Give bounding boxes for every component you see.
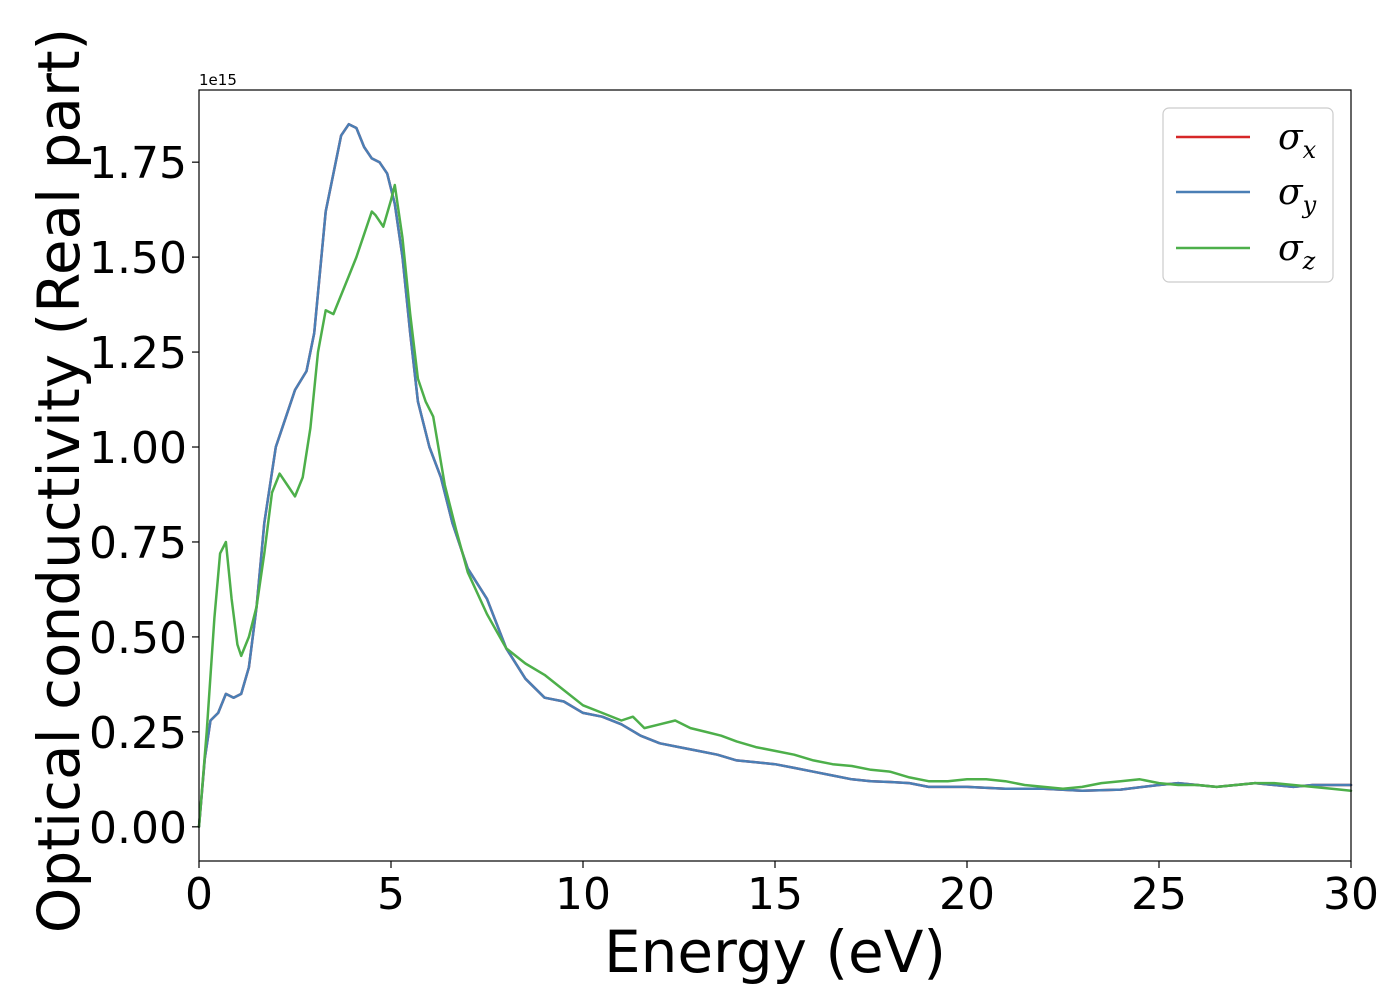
legend-subscript: y — [1302, 191, 1317, 219]
x-tick-label: 0 — [185, 869, 213, 920]
x-tick-label: 15 — [747, 869, 803, 920]
legend-box — [1162, 107, 1334, 283]
y-tick-label: 1.75 — [89, 138, 187, 189]
series-line-z — [197, 183, 1353, 829]
x-tick-label: 20 — [939, 869, 995, 920]
y-tick-label: 0.75 — [89, 518, 187, 569]
legend-label-y: σy — [1278, 172, 1317, 219]
series-line-y — [197, 122, 1353, 829]
x-tick-label: 10 — [555, 869, 611, 920]
x-axis-title: Energy (eV) — [604, 918, 946, 986]
y-tick-label: 1.50 — [89, 233, 187, 284]
y-tick-label: 0.50 — [89, 613, 187, 664]
series-layer — [197, 122, 1353, 829]
legend-subscript: x — [1303, 136, 1317, 164]
y-tick-label: 0.00 — [89, 803, 187, 854]
y-axis-title: Optical conductivity (Real part) — [25, 28, 93, 933]
ticks-layer: 0 5 10 15 20 25 30 0.00 0.25 0.50 0.75 1.00 1.25 1.50… — [89, 138, 1379, 920]
x-tick-label: 25 — [1131, 869, 1187, 920]
legend-label-z: σz — [1278, 228, 1316, 275]
y-tick-label: 1.00 — [89, 423, 187, 474]
y-tick-label: 0.25 — [89, 708, 187, 759]
legend-label-x: σx — [1278, 117, 1317, 164]
legend-symbol: σ — [1278, 228, 1304, 269]
y-offset-label: 1e15 — [199, 71, 237, 89]
legend-symbol: σ — [1278, 172, 1304, 213]
legend-symbol: σ — [1278, 117, 1304, 158]
x-tick-label: 30 — [1323, 869, 1379, 920]
legend-subscript: z — [1302, 247, 1316, 275]
x-tick-label: 5 — [377, 869, 405, 920]
y-tick-label: 1.25 — [89, 328, 187, 379]
